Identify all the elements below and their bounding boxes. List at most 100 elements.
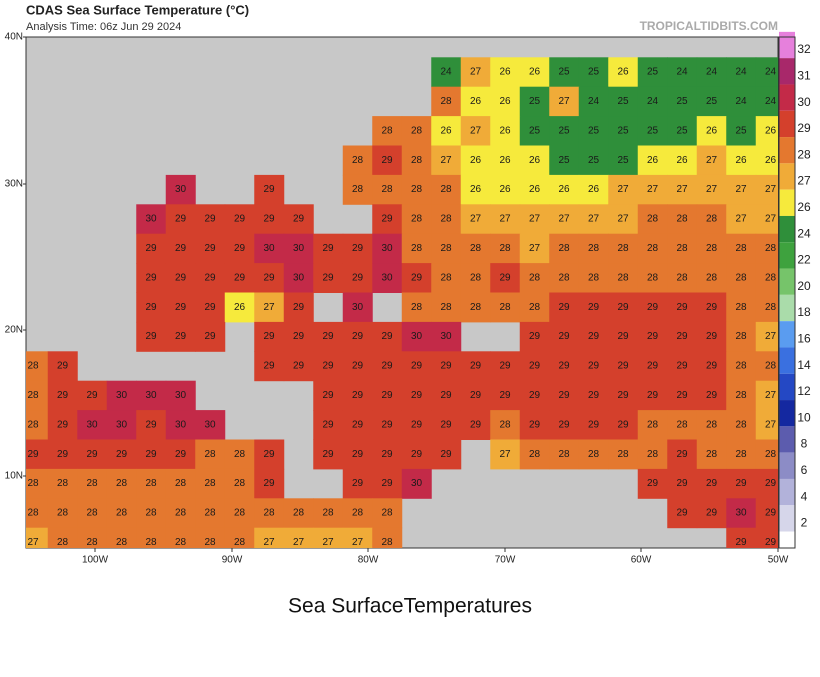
sst-cell [342,292,373,323]
sst-cell [313,439,344,470]
sst-cell [165,292,196,323]
sst-cell [47,498,78,529]
sst-cell [224,468,255,499]
sst-cell [342,468,373,499]
sst-cell [165,233,196,264]
sst-label: 30 [175,184,187,195]
sst-label: 29 [204,214,216,225]
sst-cell [283,321,314,352]
sst-label: 24 [647,96,659,107]
sst-cell [667,498,698,529]
sst-label: 27 [765,331,777,342]
sst-cell [755,204,778,235]
sst-cell [136,292,167,323]
sst-cell [26,351,49,382]
sst-cell [136,468,167,499]
sst-label: 28 [558,243,570,254]
sst-cell [401,410,432,440]
sst-cell [726,233,757,264]
sst-label: 29 [735,478,747,489]
sst-label: 30 [411,478,423,489]
sst-cell [431,439,462,470]
sst-cell [549,380,580,411]
colorbar-label: 14 [797,358,811,372]
sst-label: 28 [676,419,688,430]
sst-label: 25 [617,96,629,107]
sst-label: 25 [588,155,600,166]
sst-label: 25 [617,125,629,136]
sst-cell [47,380,78,411]
sst-label: 28 [588,449,600,460]
sst-label: 28 [175,478,187,489]
sst-label: 28 [145,537,157,548]
sst-label: 29 [765,478,777,489]
colorbar-label: 22 [797,253,811,267]
sst-label: 29 [322,361,334,372]
sst-cell [47,439,78,470]
sst-label: 27 [293,537,305,548]
sst-label: 29 [499,361,511,372]
sst-label: 28 [27,361,39,372]
colorbar-label: 4 [801,489,808,503]
sst-label: 28 [529,272,541,283]
colorbar-label: 2 [801,516,808,530]
sst-cell [696,351,727,382]
lon-label: 90W [222,555,243,566]
sst-cell [26,439,49,470]
sst-label: 28 [735,302,747,313]
sst-cell [401,233,432,264]
sst-cell [549,439,580,470]
sst-label: 28 [322,508,334,519]
sst-label: 25 [735,125,747,136]
sst-cell [696,57,727,88]
sst-cell [519,204,550,235]
sst-cell [667,351,698,382]
sst-cell [755,174,778,205]
sst-label: 29 [617,302,629,313]
sst-cell [254,498,285,529]
sst-cell [696,263,727,293]
lon-label: 70W [495,555,516,566]
sst-label: 29 [617,361,629,372]
sst-label: 27 [470,67,482,78]
colorbar-label: 20 [797,279,811,293]
sst-label: 29 [322,243,334,254]
sst-cell [165,410,196,440]
sst-label: 29 [175,272,187,283]
sst-label: 28 [647,272,659,283]
sst-cell [549,410,580,440]
sst-cell [283,233,314,264]
sst-cell [372,468,403,499]
sst-label: 29 [411,390,423,401]
sst-cell [608,116,639,146]
sst-label: 28 [529,302,541,313]
sst-cell [431,116,462,146]
sst-label: 29 [86,390,98,401]
sst-label: 29 [617,390,629,401]
sst-label: 26 [558,184,570,195]
sst-label: 27 [263,537,275,548]
colorbar-segment [779,426,795,453]
sst-label: 28 [558,449,570,460]
sst-cell [755,116,778,146]
sst-label: 28 [676,243,688,254]
sst-cell [283,527,314,548]
sst-cell [283,351,314,382]
sst-label: 27 [440,155,452,166]
sst-cell [254,439,285,470]
sst-label: 29 [381,361,393,372]
colorbar-end [779,531,795,548]
sst-label: 27 [765,419,777,430]
sst-label: 29 [381,331,393,342]
sst-cell [637,380,668,411]
sst-label: 28 [204,508,216,519]
sst-cell [460,380,491,411]
sst-cell [578,57,609,88]
sst-label: 30 [145,390,157,401]
sst-label: 27 [322,537,334,548]
sst-cell [283,204,314,235]
sst-cell [490,351,521,382]
sst-cell [254,527,285,548]
sst-label: 28 [765,272,777,283]
subtitle: Analysis Time: 06z Jun 29 2024 [26,21,181,33]
